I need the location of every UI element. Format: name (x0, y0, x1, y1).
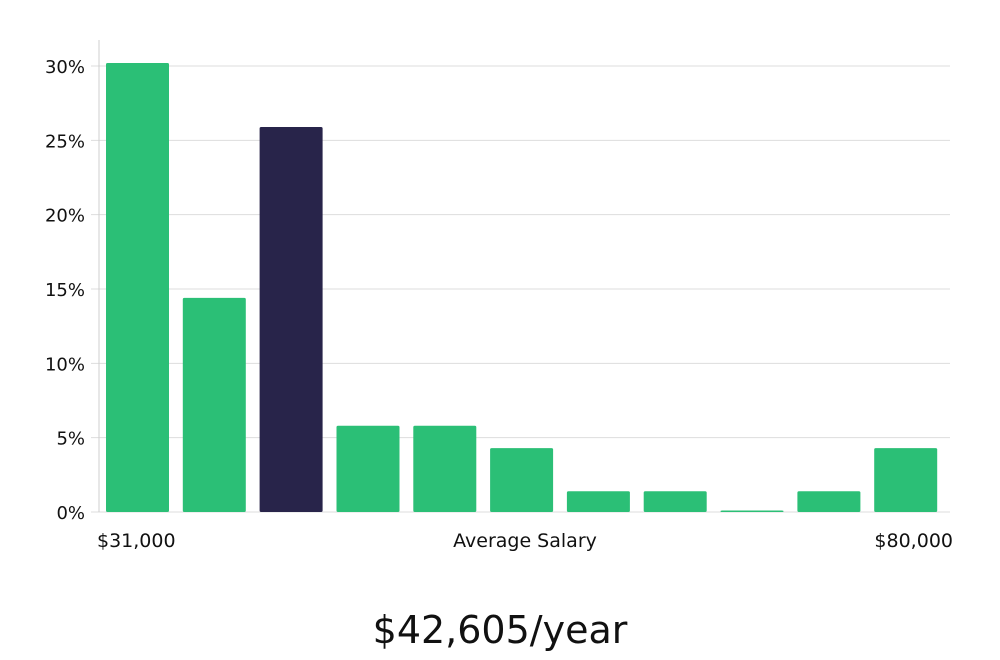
bar (490, 448, 554, 512)
bar (874, 448, 938, 512)
x-axis-title: Average Salary (453, 530, 597, 552)
bar (643, 491, 707, 512)
y-tick-label: 15% (45, 280, 85, 301)
x-max-label: $80,000 (874, 530, 953, 552)
salary-distribution-chart: 0% 5% 10% 15% 20% 25% 30% $31,000 Average Sala… (45, 40, 953, 552)
y-tick-label: 30% (45, 57, 85, 78)
bar (566, 491, 630, 512)
y-axis-ticks: 0% 5% 10% 15% 20% 25% 30% (45, 57, 85, 524)
y-tick-label: 0% (56, 503, 85, 524)
bars (106, 63, 938, 512)
average-salary-value: $42,605/year (372, 608, 628, 652)
bar (336, 425, 400, 512)
bar (720, 510, 784, 512)
y-tick-label: 10% (45, 354, 85, 375)
y-tick-label: 5% (56, 429, 85, 450)
bar (797, 491, 861, 512)
y-tick-label: 20% (45, 206, 85, 227)
bar-highlighted (259, 127, 323, 512)
bar (182, 297, 246, 512)
bar (106, 63, 169, 512)
x-min-label: $31,000 (97, 530, 176, 552)
y-tick-label: 25% (45, 131, 85, 152)
bar (413, 425, 477, 512)
